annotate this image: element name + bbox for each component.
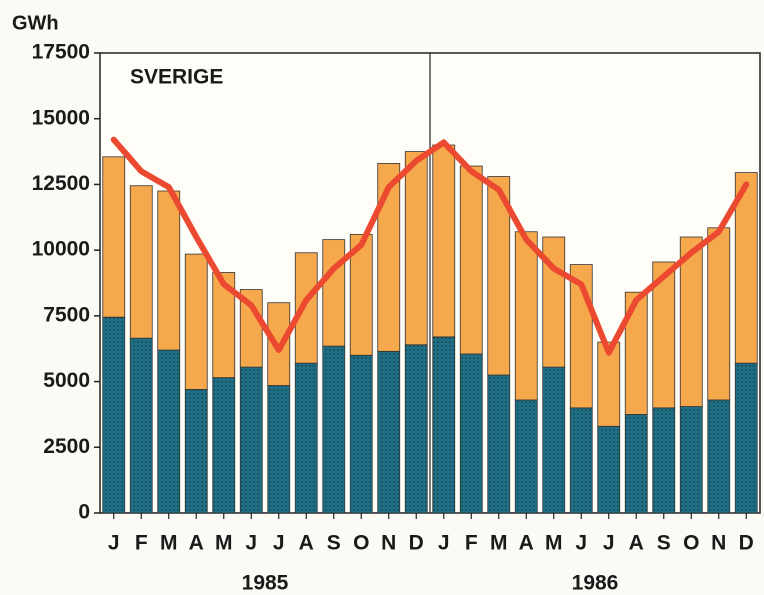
bar-texture <box>432 336 455 513</box>
y-tick-label: 7500 <box>43 303 90 326</box>
bar-texture <box>130 338 153 513</box>
bar-texture <box>735 363 758 513</box>
bar-segment <box>322 239 346 347</box>
group-label: 1986 <box>572 572 619 595</box>
x-tick-label: J <box>245 532 257 555</box>
bar-texture <box>680 406 703 513</box>
bar-texture <box>350 355 373 513</box>
bar-texture <box>707 399 730 513</box>
bar-segment <box>679 236 703 407</box>
y-tick-label: 12500 <box>32 172 90 195</box>
y-tick-label: 0 <box>78 501 90 524</box>
x-tick-label: N <box>381 532 396 555</box>
x-tick-label: N <box>711 532 726 555</box>
x-tick-label: M <box>160 532 178 555</box>
bar-texture <box>240 367 263 513</box>
bar-texture <box>597 426 620 513</box>
bar-texture <box>652 407 675 513</box>
x-tick-label: D <box>739 532 754 555</box>
bar-texture <box>295 363 318 513</box>
bar-segment <box>487 176 511 376</box>
bar-segment <box>157 190 181 351</box>
bar-texture <box>542 367 565 513</box>
bar-segment <box>404 151 428 346</box>
y-tick-label: 2500 <box>43 435 90 458</box>
bar-texture <box>212 377 235 513</box>
y-tick-label: 10000 <box>32 238 90 261</box>
x-tick-label: M <box>215 532 233 555</box>
bar-texture <box>515 399 538 513</box>
bar-texture <box>460 353 483 513</box>
bar-texture <box>487 375 510 513</box>
y-tick-label: 5000 <box>43 369 90 392</box>
trend-line <box>110 136 750 356</box>
x-tick-label: A <box>629 532 644 555</box>
bar-segment <box>377 162 401 352</box>
group-label: 1985 <box>242 572 289 595</box>
bar-segment <box>129 185 153 339</box>
bar-segment <box>624 291 648 415</box>
bar-segment <box>652 261 676 409</box>
x-tick-label: F <box>135 532 148 555</box>
bar-segment <box>102 156 126 318</box>
x-tick-label: F <box>465 532 478 555</box>
x-tick-label: S <box>657 532 671 555</box>
bar-segment <box>597 341 621 427</box>
y-tick-label: 15000 <box>32 106 90 129</box>
x-tick-label: M <box>545 532 563 555</box>
bar-segment <box>212 272 236 379</box>
x-tick-label: J <box>603 532 615 555</box>
bar-segment <box>432 144 456 338</box>
bar-texture <box>625 414 648 513</box>
bar-texture <box>185 389 208 513</box>
x-tick-label: J <box>438 532 450 555</box>
bar-texture <box>570 407 593 513</box>
y-axis-label: GWh <box>12 12 59 34</box>
x-tick-label: S <box>327 532 341 555</box>
bar-segment <box>734 172 758 364</box>
bar-texture <box>267 385 290 513</box>
bar-segment <box>294 252 318 364</box>
bar-segment <box>459 165 483 355</box>
bar-segment <box>349 233 373 356</box>
x-tick-label: J <box>575 532 587 555</box>
x-tick-label: A <box>519 532 534 555</box>
bar-texture <box>157 350 180 513</box>
bar-texture <box>377 351 400 513</box>
bar-texture <box>322 346 345 513</box>
bar-segment <box>514 231 538 401</box>
bar-texture <box>405 344 428 513</box>
y-tick-label: 17500 <box>32 41 90 64</box>
x-tick-label: O <box>683 532 699 555</box>
chart-title: SVERIGE <box>130 66 223 89</box>
x-tick-label: D <box>409 532 424 555</box>
bar-texture <box>102 317 125 513</box>
x-tick-label: M <box>490 532 508 555</box>
x-tick-label: J <box>273 532 285 555</box>
x-tick-label: O <box>353 532 369 555</box>
x-tick-label: A <box>299 532 314 555</box>
bar-segment <box>707 227 731 401</box>
x-tick-label: J <box>108 532 120 555</box>
x-tick-label: A <box>189 532 204 555</box>
bar-segment <box>184 253 208 390</box>
